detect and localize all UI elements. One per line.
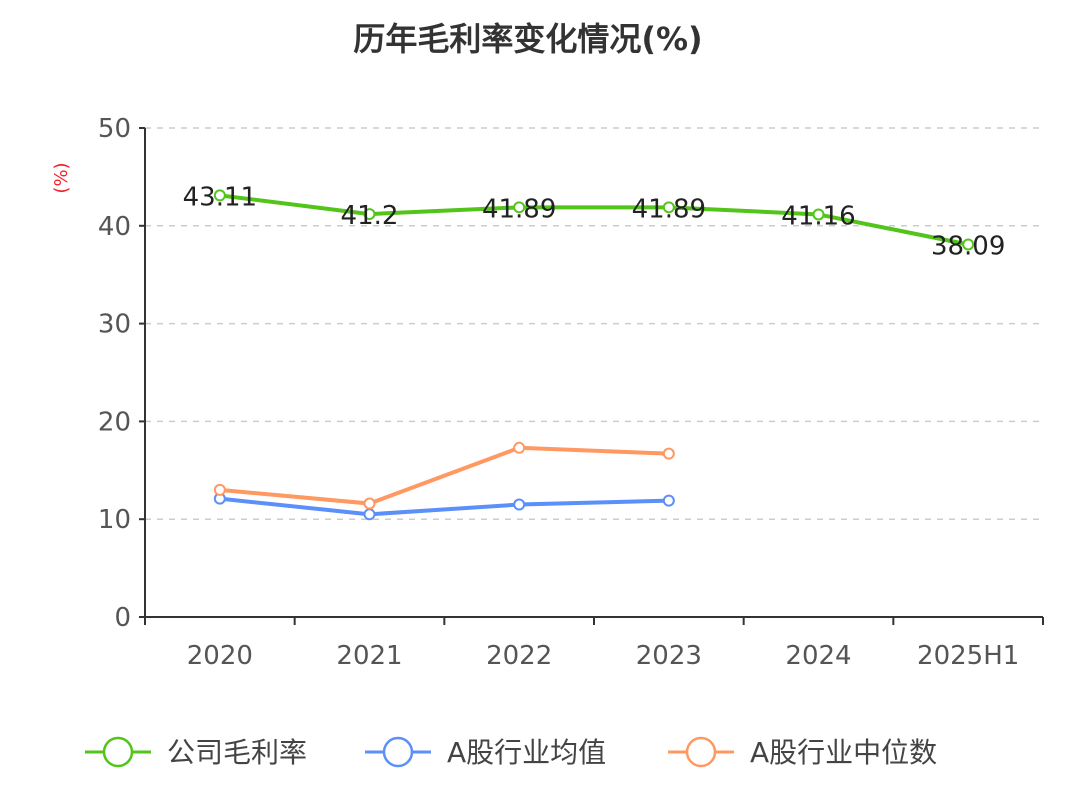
series-line <box>219 445 669 506</box>
data-label: 41.16 <box>781 201 855 231</box>
y-tick-label: 10 <box>98 505 131 535</box>
legend-label[interactable]: A股行业中位数 <box>750 736 937 769</box>
data-point[interactable] <box>662 494 675 507</box>
data-label: 43.11 <box>183 182 257 212</box>
legend-label[interactable]: A股行业均值 <box>447 736 606 769</box>
series-line <box>219 193 969 247</box>
x-tick-label: 2020 <box>187 641 253 671</box>
legend-label[interactable]: 公司毛利率 <box>167 736 307 769</box>
y-axis-label: (%) <box>51 162 72 193</box>
data-point[interactable] <box>513 441 526 454</box>
y-tick-label: 40 <box>98 212 131 242</box>
data-point[interactable] <box>812 208 825 221</box>
series-line <box>219 496 669 517</box>
data-point[interactable] <box>962 238 975 251</box>
data-label: 41.89 <box>482 194 556 224</box>
data-point[interactable] <box>513 498 526 511</box>
data-label: 41.2 <box>341 201 399 231</box>
y-tick-label: 20 <box>98 407 131 437</box>
x-tick-label: 2024 <box>785 641 851 671</box>
legend-marker[interactable] <box>102 736 134 768</box>
data-point[interactable] <box>213 189 226 202</box>
x-tick-label: 2025H1 <box>917 641 1019 671</box>
x-tick-label: 2022 <box>486 641 552 671</box>
data-label: 41.89 <box>632 194 706 224</box>
data-point[interactable] <box>363 208 376 221</box>
data-label: 38.09 <box>931 231 1005 261</box>
y-tick-label: 0 <box>114 603 131 633</box>
legend-marker[interactable] <box>685 736 717 768</box>
x-tick-label: 2021 <box>336 641 402 671</box>
data-point[interactable] <box>662 201 675 214</box>
data-point[interactable] <box>662 447 675 460</box>
x-tick-label: 2023 <box>636 641 702 671</box>
data-point[interactable] <box>363 508 376 521</box>
chart-title: 历年毛利率变化情况(%) <box>353 20 702 58</box>
data-point[interactable] <box>213 483 226 496</box>
data-point[interactable] <box>363 497 376 510</box>
data-point[interactable] <box>513 201 526 214</box>
legend-marker[interactable] <box>382 736 414 768</box>
y-tick-label: 30 <box>98 310 131 340</box>
y-tick-label: 50 <box>98 114 131 144</box>
